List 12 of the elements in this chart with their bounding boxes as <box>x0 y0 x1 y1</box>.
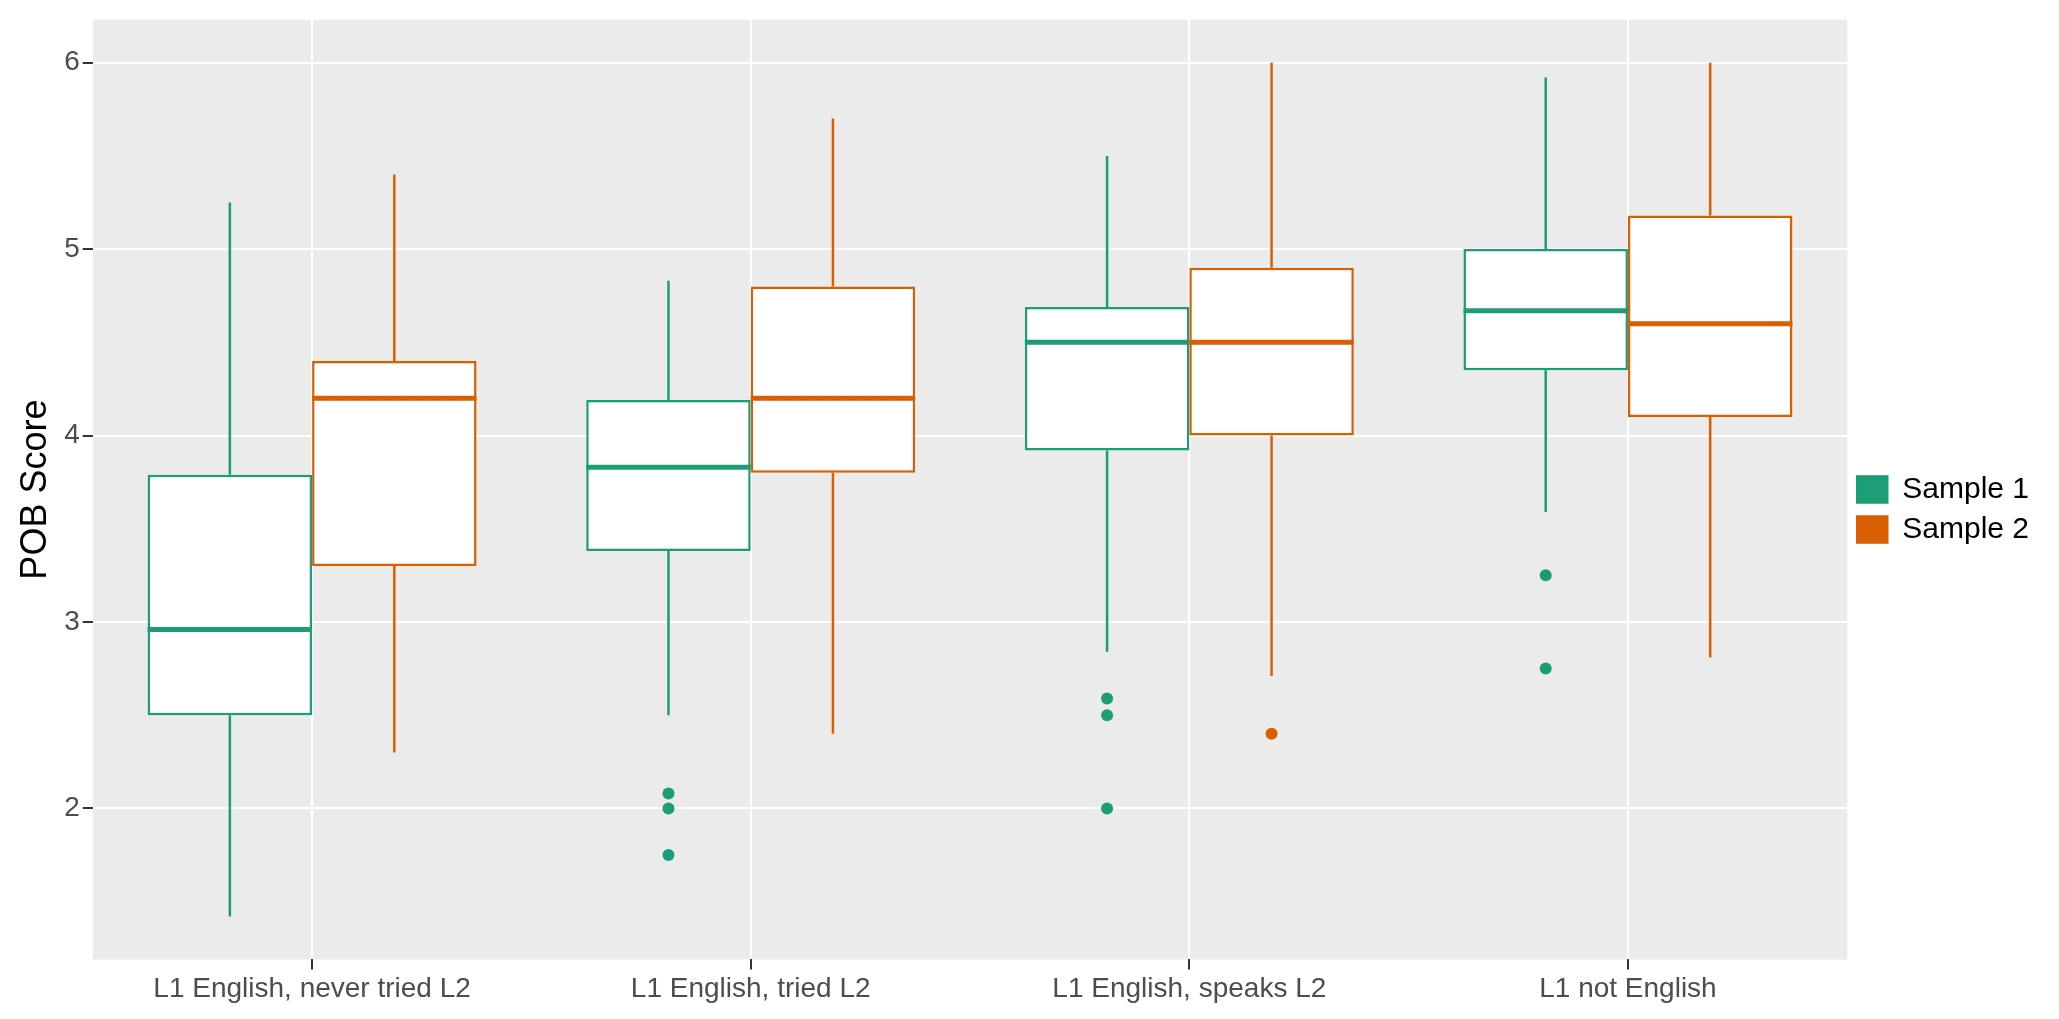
x-tick-label: L1 not English <box>1539 971 1717 1003</box>
x-tick-label: L1 English, never tried L2 <box>153 971 471 1003</box>
y-tick-label: 5 <box>64 231 80 263</box>
y-axis-title: POB Score <box>12 399 54 580</box>
x-tick-label: L1 English, speaks L2 <box>1052 971 1327 1003</box>
y-tick-label: 4 <box>64 418 80 450</box>
x-tick-label: L1 English, tried L2 <box>630 971 871 1003</box>
legend-label: Sample 2 <box>1902 510 2030 544</box>
y-tick-label: 2 <box>64 791 80 823</box>
y-tick-label: 6 <box>64 45 80 77</box>
legend-label: Sample 1 <box>1902 470 2030 504</box>
y-tick-label: 3 <box>64 604 80 636</box>
